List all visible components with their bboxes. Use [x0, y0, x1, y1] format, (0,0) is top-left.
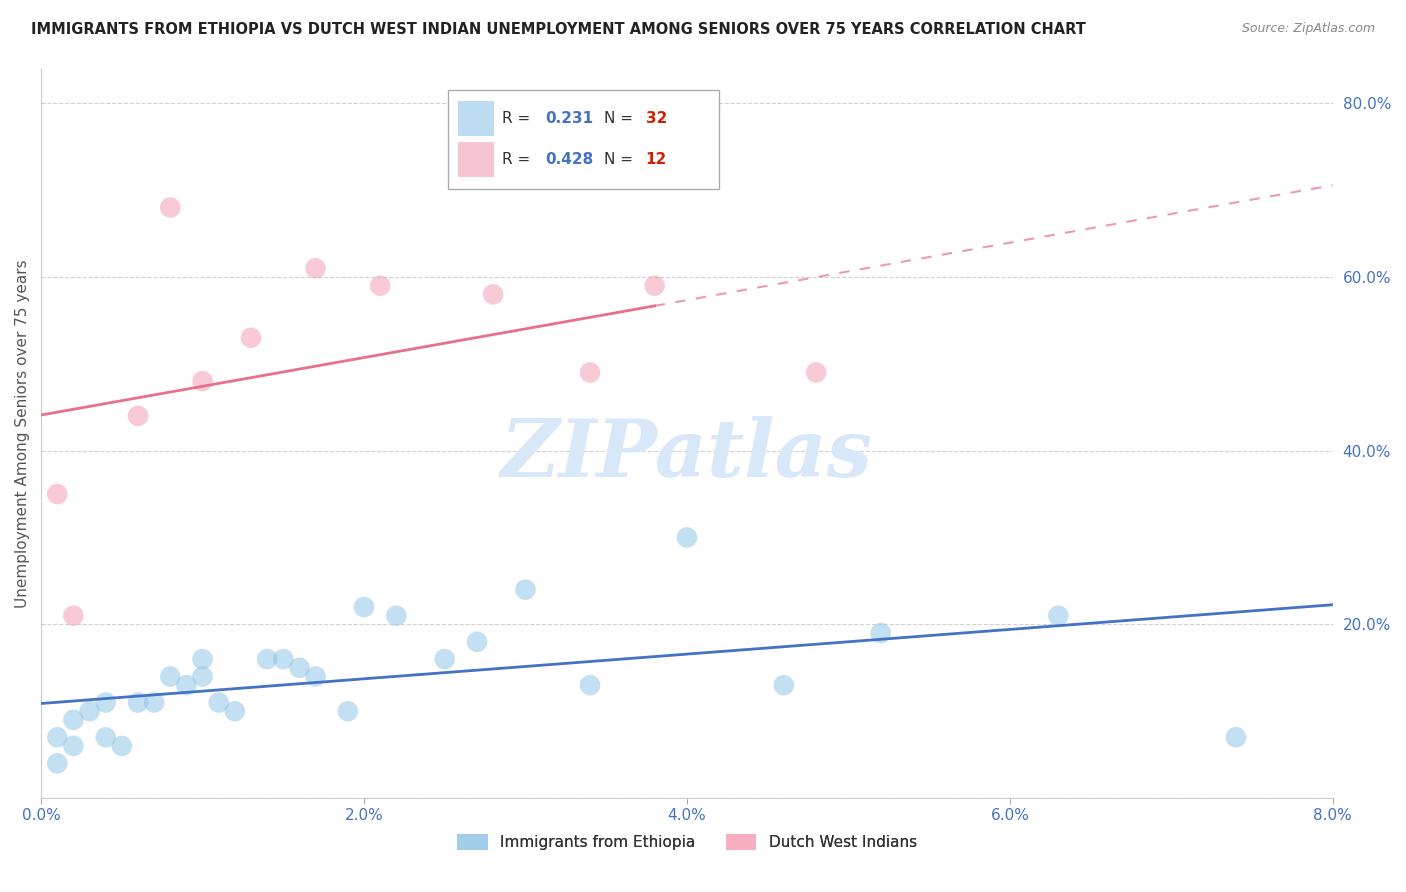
Point	[1225, 731, 1247, 745]
Point	[353, 599, 375, 614]
Point	[62, 608, 84, 623]
Point	[191, 652, 214, 666]
Point	[224, 704, 246, 718]
Point	[46, 756, 69, 771]
Point	[191, 374, 214, 388]
Text: 32: 32	[645, 111, 666, 126]
Point	[288, 661, 311, 675]
Point	[336, 704, 359, 718]
Point	[46, 487, 69, 501]
Point	[208, 696, 231, 710]
Point	[159, 201, 181, 215]
Text: N =: N =	[605, 153, 638, 167]
Point	[143, 696, 166, 710]
Point	[579, 678, 602, 692]
Point	[772, 678, 794, 692]
Point	[271, 652, 294, 666]
Point	[304, 261, 326, 276]
Y-axis label: Unemployment Among Seniors over 75 years: Unemployment Among Seniors over 75 years	[15, 259, 30, 607]
Point	[256, 652, 278, 666]
Text: R =: R =	[502, 111, 536, 126]
Text: 0.231: 0.231	[546, 111, 593, 126]
Text: R =: R =	[502, 153, 536, 167]
Text: 12: 12	[645, 153, 666, 167]
Text: 0.428: 0.428	[546, 153, 593, 167]
Point	[127, 696, 149, 710]
Point	[94, 696, 117, 710]
Point	[176, 678, 198, 692]
Text: Source: ZipAtlas.com: Source: ZipAtlas.com	[1241, 22, 1375, 36]
Point	[515, 582, 537, 597]
Point	[433, 652, 456, 666]
Point	[304, 669, 326, 683]
Point	[644, 278, 666, 293]
Point	[804, 366, 827, 380]
Text: ZIPatlas: ZIPatlas	[501, 417, 873, 494]
Point	[79, 704, 101, 718]
Point	[240, 331, 263, 345]
Point	[111, 739, 134, 753]
Bar	[458, 101, 495, 136]
Legend: Immigrants from Ethiopia, Dutch West Indians: Immigrants from Ethiopia, Dutch West Ind…	[451, 828, 922, 856]
Point	[46, 731, 69, 745]
Point	[94, 731, 117, 745]
Point	[62, 739, 84, 753]
Point	[385, 608, 408, 623]
Point	[676, 531, 699, 545]
Point	[1047, 608, 1070, 623]
Point	[191, 669, 214, 683]
Point	[159, 669, 181, 683]
Bar	[458, 142, 495, 178]
Text: N =: N =	[605, 111, 638, 126]
Point	[482, 287, 505, 301]
Point	[869, 626, 891, 640]
Point	[465, 634, 488, 648]
FancyBboxPatch shape	[449, 90, 720, 189]
Point	[127, 409, 149, 423]
Point	[368, 278, 391, 293]
Point	[579, 366, 602, 380]
Text: IMMIGRANTS FROM ETHIOPIA VS DUTCH WEST INDIAN UNEMPLOYMENT AMONG SENIORS OVER 75: IMMIGRANTS FROM ETHIOPIA VS DUTCH WEST I…	[31, 22, 1085, 37]
Point	[62, 713, 84, 727]
